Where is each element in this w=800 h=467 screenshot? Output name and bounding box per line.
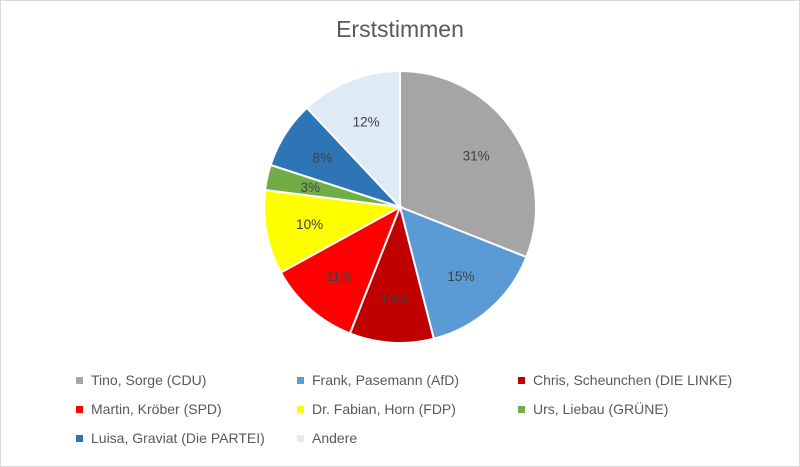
data-label: 3%	[300, 180, 320, 195]
pie-slice	[305, 69, 401, 210]
legend-label: Tino, Sorge (CDU)	[91, 372, 207, 388]
legend-label: Martin, Kröber (SPD)	[91, 401, 222, 417]
legend-label: Andere	[312, 430, 358, 446]
legend-swatch	[518, 376, 525, 384]
legend-item: Tino, Sorge (CDU)	[76, 372, 206, 388]
legend-item: Chris, Scheunchen (DIE LINKE)	[518, 372, 732, 388]
legend-swatch	[518, 405, 525, 413]
legend-swatch	[76, 405, 83, 413]
legend-swatch	[297, 434, 304, 442]
legend-label: Urs, Liebau (GRÜNE)	[533, 401, 669, 417]
legend-item: Dr. Fabian, Horn (FDP)	[297, 401, 456, 417]
legend-swatch	[297, 405, 304, 413]
legend-swatch	[297, 376, 304, 384]
pie-slice	[279, 204, 402, 335]
data-label: 12%	[353, 114, 380, 129]
legend-item: Urs, Liebau (GRÜNE)	[518, 401, 668, 417]
data-label: 8%	[313, 151, 333, 166]
data-label: 10%	[296, 217, 323, 232]
data-label: 10%	[381, 292, 408, 307]
data-label: 15%	[447, 269, 474, 284]
legend-swatch	[76, 376, 83, 384]
data-label: 11%	[326, 269, 352, 284]
legend-item: Martin, Kröber (SPD)	[76, 401, 222, 417]
pie-slice	[263, 188, 404, 274]
legend-item: Luisa, Graviat (Die PARTEI)	[76, 430, 265, 446]
legend-label: Chris, Scheunchen (DIE LINKE)	[533, 372, 733, 388]
legend-item: Andere	[297, 430, 357, 446]
legend-label: Frank, Pasemann (AfD)	[312, 372, 460, 388]
legend-label: Dr. Fabian, Horn (FDP)	[312, 401, 456, 417]
legend-item: Frank, Pasemann (AfD)	[297, 372, 459, 388]
pie-slice	[399, 69, 537, 259]
legend-swatch	[76, 434, 83, 442]
pie-slice	[398, 205, 528, 340]
pie-slice	[348, 203, 436, 344]
data-label: 31%	[463, 148, 490, 163]
chart-title: Erststimmen	[336, 16, 464, 42]
legend-label: Luisa, Graviat (Die PARTEI)	[91, 430, 265, 446]
